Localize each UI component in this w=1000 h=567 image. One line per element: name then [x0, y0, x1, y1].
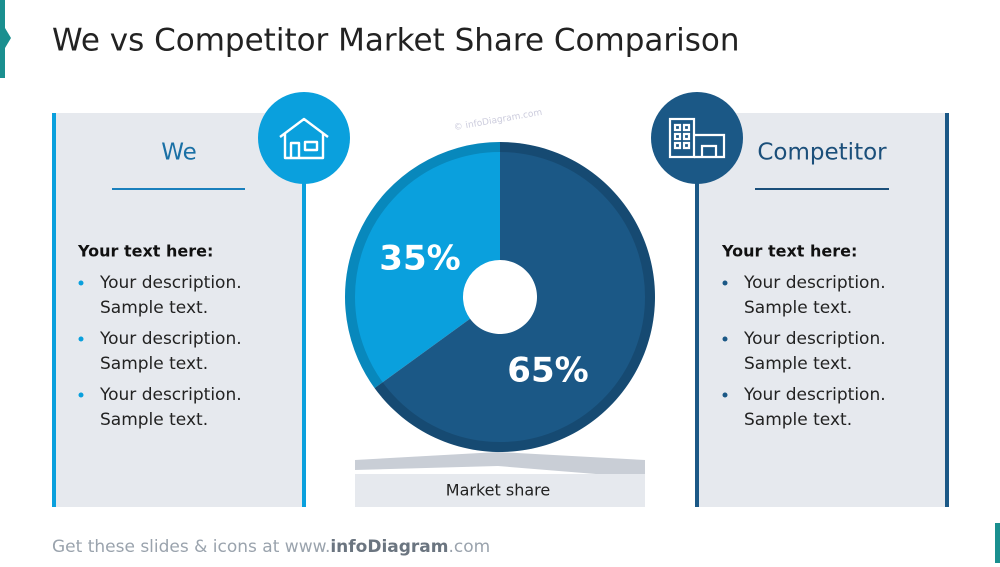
footer-suffix: .com: [449, 537, 491, 557]
bullet-text: Your description.: [99, 385, 242, 405]
bullet-text: Your description.: [99, 273, 242, 293]
bullet-text: Your description.: [743, 273, 886, 293]
bullet: [78, 280, 84, 286]
accent-bar: [995, 523, 1000, 563]
panel: [697, 113, 948, 507]
footer: Get these slides & icons at www.infoDiag…: [52, 537, 490, 557]
panel-line: [302, 140, 306, 507]
bullet-text: Sample text.: [744, 354, 852, 374]
building-icon: [668, 117, 726, 159]
pie-chart: 35% 65%: [344, 142, 655, 452]
bullet-text: Your description.: [743, 329, 886, 349]
panel-subtitle: Your text here:: [721, 242, 857, 261]
watermark: © infoDiagram.com: [453, 108, 543, 133]
bullet-text: Sample text.: [100, 410, 208, 430]
icon-circle: [258, 92, 350, 184]
bullet-text: Your description.: [743, 385, 886, 405]
bullet: [78, 336, 84, 342]
data-label: 35%: [379, 239, 460, 279]
panel-text: Your text here: Your description. Sample t…: [721, 242, 886, 431]
panel-border: [52, 113, 56, 507]
panel-subtitle: Your text here:: [77, 242, 213, 261]
bullet: [722, 336, 728, 342]
footer-brand: infoDiagram: [330, 537, 448, 557]
bullet: [78, 392, 84, 398]
accent-chevron: [5, 28, 11, 48]
bullet-text: Sample text.: [744, 410, 852, 430]
pie-slice: [374, 142, 655, 452]
panel-heading: Competitor: [757, 140, 887, 166]
label-box: [355, 474, 645, 507]
bullet-text: Sample text.: [100, 354, 208, 374]
label-base: [355, 452, 645, 478]
panel-heading: We: [161, 140, 197, 166]
footer-prefix: Get these slides & icons at www.: [52, 537, 330, 557]
pie-rim: [345, 142, 655, 452]
chart-label: Market share: [446, 481, 550, 500]
data-label: 65%: [507, 351, 588, 391]
bullet: [722, 392, 728, 398]
icon-circle: [651, 92, 743, 184]
panel-text: Your text here: Your description. Sample t…: [77, 242, 242, 431]
bullet-text: Your description.: [99, 329, 242, 349]
bullet: [722, 280, 728, 286]
pie-slice: [344, 142, 500, 389]
panel-line: [695, 140, 699, 507]
bullet-text: Sample text.: [100, 298, 208, 318]
house-icon: [279, 117, 329, 160]
panel: [52, 113, 305, 507]
slide-title: We vs Competitor Market Share Comparison: [52, 23, 740, 59]
bullet-text: Sample text.: [744, 298, 852, 318]
accent-bar: [0, 0, 5, 78]
panel-border: [945, 113, 949, 507]
